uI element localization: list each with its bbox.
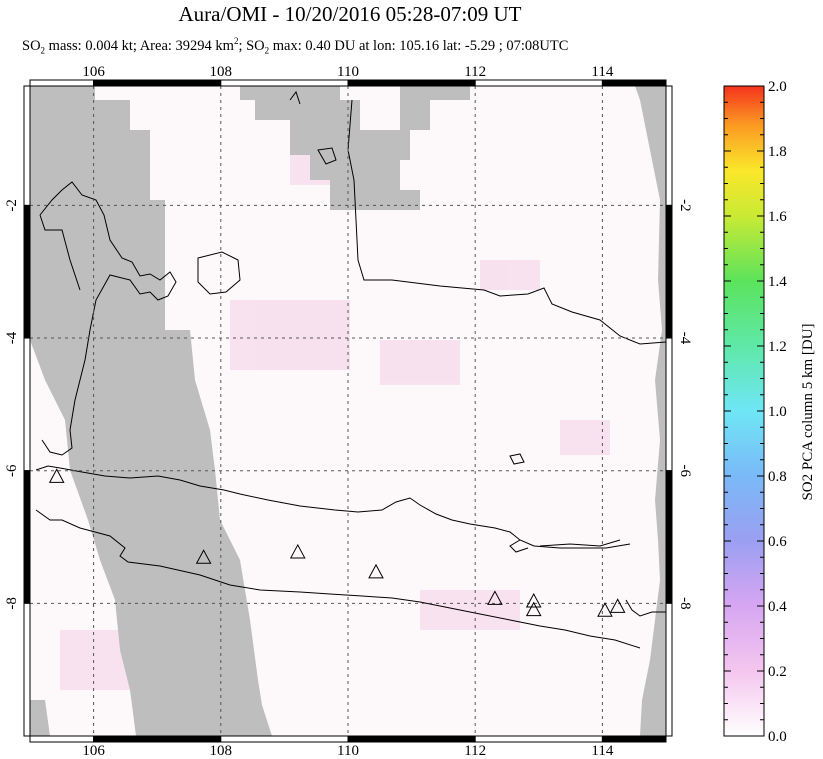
frame-segment-top [601, 79, 667, 87]
volcano-marker [597, 602, 613, 617]
x-tick-label-bottom: 112 [464, 743, 486, 759]
frame-segment-bottom [601, 735, 667, 743]
volcano-marker [525, 592, 542, 608]
frame-segment-bottom [93, 735, 222, 743]
x-tick-label-top: 110 [337, 64, 359, 80]
volcano-marker [289, 543, 306, 559]
y-tick-label-left: -6 [4, 464, 20, 477]
frame-segment-top [29, 79, 95, 87]
y-tick-label-right: -2 [677, 199, 693, 212]
chart-title: Aura/OMI - 10/20/2016 05:28-07:09 UT [178, 2, 522, 26]
colorbar-tick-label: 0.2 [768, 664, 787, 680]
volcano-marker [195, 549, 212, 564]
frame-border [29, 85, 667, 737]
y-tick-label-left: -2 [4, 199, 20, 212]
map-frame [23, 79, 673, 743]
x-tick-label-bottom: 114 [591, 743, 613, 759]
frame-segment-top [347, 79, 476, 87]
frame-segment-bottom [347, 735, 476, 743]
x-tick-label-bottom: 110 [337, 743, 359, 759]
x-tick-labels-bottom: 106 108 110 112 114 [82, 743, 614, 759]
frame-segment-left [23, 470, 31, 604]
frame-segment-left [23, 85, 31, 206]
frame-segment-left [23, 337, 31, 472]
x-tick-label-top: 108 [210, 64, 233, 80]
colorbar-tick-label: 2.0 [768, 79, 787, 95]
colorbar-tick-label: 1.0 [768, 404, 787, 420]
frame-segment-right [665, 470, 673, 604]
frame-segment-top [93, 79, 222, 87]
frame-segment-top [220, 79, 349, 87]
volcano-marker [525, 601, 542, 617]
no-data-swath [30, 86, 272, 736]
x-tick-label-top: 112 [464, 64, 486, 80]
volcano-marker [48, 468, 65, 483]
frame-segment-bottom [29, 735, 95, 743]
frame-segment-right [665, 602, 673, 737]
frame-segment-top [474, 79, 603, 87]
y-tick-label-right: -6 [677, 464, 693, 477]
frame-segment-left [23, 602, 31, 737]
colorbar-tick-label: 1.4 [768, 274, 787, 290]
colorbar-tick-label: 0.4 [768, 599, 787, 615]
colorbar-label: SO2 PCA column 5 km [DU] [800, 323, 816, 500]
x-tick-label-top: 114 [591, 64, 613, 80]
colorbar-tick-label: 0.6 [768, 534, 787, 550]
frame-segment-right [665, 204, 673, 339]
colorbar-tick-label: 0.0 [768, 729, 787, 745]
colorbar-ticks: 2.0 1.8 1.6 1.4 1.2 1.0 0.8 0.6 0.4 0.2 0.0 [724, 79, 787, 745]
colorbar-tick-label: 1.2 [768, 339, 787, 355]
frame-segment-bottom [474, 735, 603, 743]
x-tick-label-top: 106 [82, 64, 105, 80]
volcano-marker [609, 598, 626, 613]
grid-lines [30, 86, 666, 736]
y-tick-label-left: -4 [4, 331, 20, 344]
y-tick-labels-right: -2 -4 -6 -8 [677, 199, 693, 609]
frame-segment-bottom [220, 735, 349, 743]
frame-segment-left [23, 204, 31, 339]
frame-segment-right [665, 337, 673, 472]
colorbar-tick-label: 1.6 [768, 209, 787, 225]
y-tick-label-left: -8 [4, 597, 20, 610]
colorbar-tick-label: 1.8 [768, 144, 787, 160]
y-tick-labels-left: -2 -4 -6 -8 [4, 199, 20, 609]
y-tick-label-right: -4 [677, 332, 693, 345]
volcano-marker [487, 590, 503, 605]
x-tick-label-bottom: 106 [82, 743, 105, 759]
volcano-markers [48, 468, 626, 617]
frame-segment-right [665, 85, 673, 206]
x-tick-label-bottom: 108 [210, 743, 233, 759]
x-tick-labels-top: 106 108 110 112 114 [82, 64, 614, 80]
no-data-right [635, 86, 666, 736]
y-tick-label-right: -8 [677, 597, 693, 610]
volcano-marker [368, 563, 384, 579]
colorbar-tick-label: 0.8 [768, 469, 787, 485]
chart-subtitle: SO2 mass: 0.004 kt; Area: 39294 km2; SO2… [22, 36, 569, 56]
